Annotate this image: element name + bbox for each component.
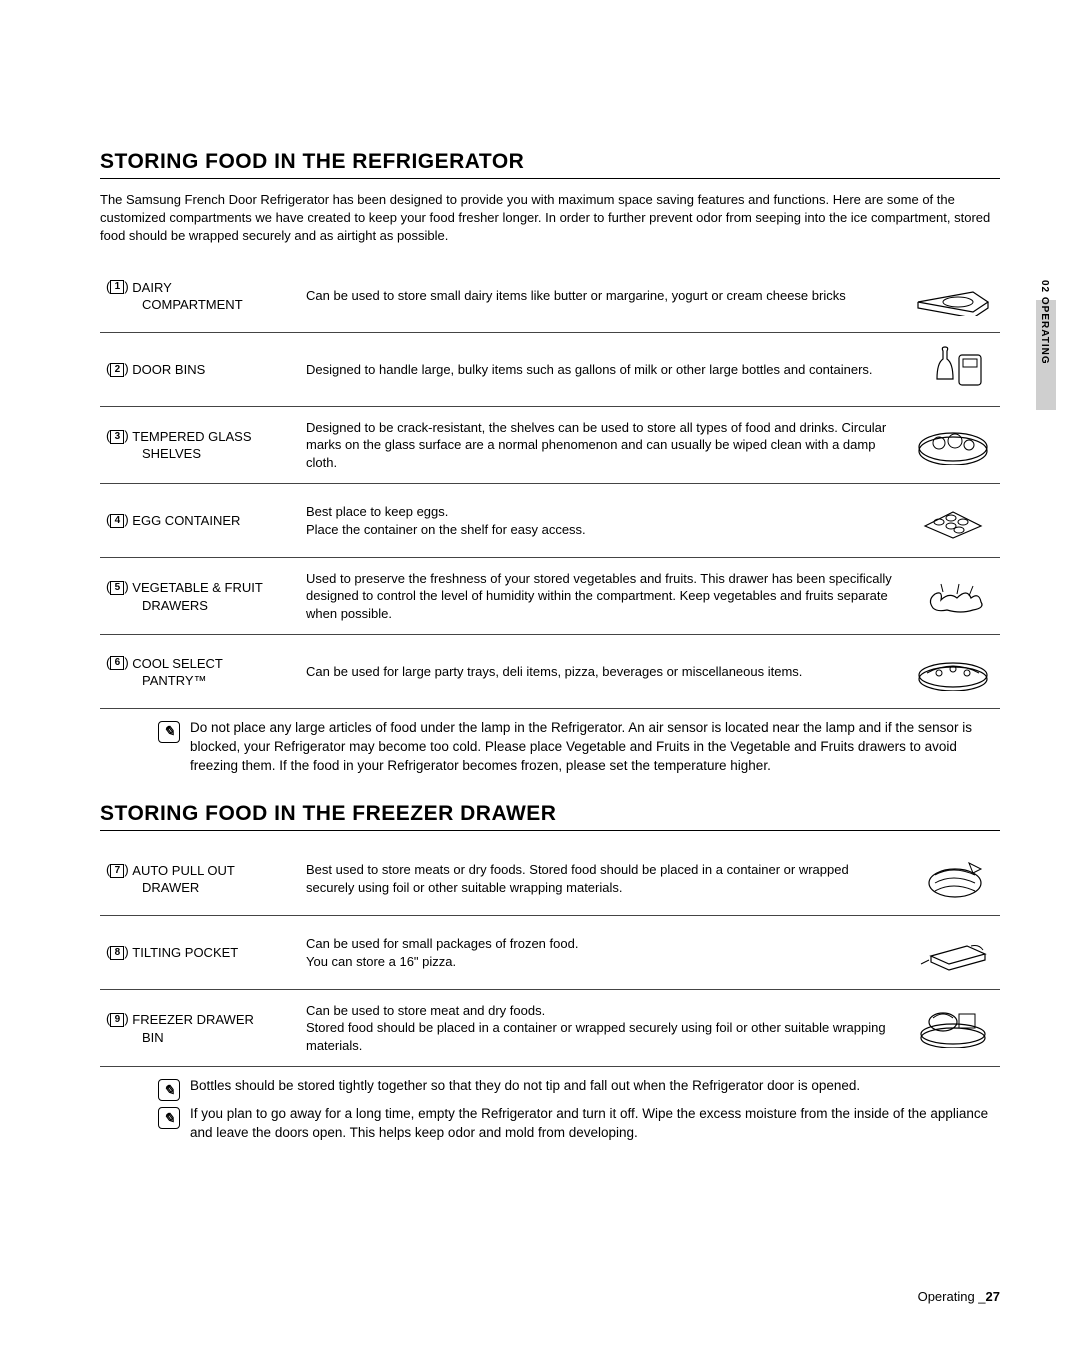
row-number: 4: [110, 514, 124, 528]
table-row: (4) EGG CONTAINER Best place to keep egg…: [100, 484, 1000, 558]
row-number: 9: [110, 1013, 124, 1027]
row-number: 7: [110, 864, 124, 878]
row-number: 6: [110, 656, 124, 670]
row-number: 2: [110, 363, 124, 377]
section2-title: STORING FOOD IN THE FREEZER DRAWER: [100, 802, 1000, 831]
compartment-label: (5) VEGETABLE & FRUITDRAWERS: [100, 557, 300, 635]
row-number: 3: [110, 430, 124, 444]
row-number: 1: [110, 280, 124, 294]
note-icon: ✎: [158, 1107, 180, 1129]
compartment-illustration: [905, 989, 1000, 1067]
compartment-label: (7) AUTO PULL OUTDRAWER: [100, 843, 300, 916]
section1-intro: The Samsung French Door Refrigerator has…: [100, 191, 1000, 246]
compartment-label: (6) COOL SELECTPANTRY™: [100, 635, 300, 709]
section1-note: ✎ Do not place any large articles of foo…: [158, 719, 1000, 776]
compartment-illustration: [905, 843, 1000, 916]
compartment-label: (2) DOOR BINS: [100, 333, 300, 407]
compartment-description: Used to preserve the freshness of your s…: [300, 557, 905, 635]
table-row: (6) COOL SELECTPANTRY™ Can be used for l…: [100, 635, 1000, 709]
footer-label: Operating _: [918, 1289, 986, 1304]
compartment-label: (9) FREEZER DRAWERBIN: [100, 989, 300, 1067]
table-row: (5) VEGETABLE & FRUITDRAWERS Used to pre…: [100, 557, 1000, 635]
table-row: (8) TILTING POCKET Can be used for small…: [100, 916, 1000, 990]
compartment-description: Best used to store meats or dry foods. S…: [300, 843, 905, 916]
note-text: Bottles should be stored tightly togethe…: [190, 1077, 860, 1101]
compartment-illustration: [905, 333, 1000, 407]
compartment-description: Can be used to store small dairy items l…: [300, 260, 905, 333]
table-row: (1) DAIRYCOMPARTMENT Can be used to stor…: [100, 260, 1000, 333]
compartment-description: Can be used to store meat and dry foods.…: [300, 989, 905, 1067]
row-number: 5: [110, 581, 124, 595]
page-number: 27: [986, 1289, 1000, 1304]
section2-note1: ✎ Bottles should be stored tightly toget…: [158, 1077, 1000, 1101]
compartment-label: (1) DAIRYCOMPARTMENT: [100, 260, 300, 333]
table-row: (2) DOOR BINS Designed to handle large, …: [100, 333, 1000, 407]
compartment-label: (8) TILTING POCKET: [100, 916, 300, 990]
section1-title: STORING FOOD IN THE REFRIGERATOR: [100, 150, 1000, 179]
freezer-compartments-table: (7) AUTO PULL OUTDRAWER Best used to sto…: [100, 843, 1000, 1068]
note-icon: ✎: [158, 1079, 180, 1101]
compartment-description: Best place to keep eggs.Place the contai…: [300, 484, 905, 558]
compartment-illustration: [905, 484, 1000, 558]
compartment-description: Can be used for large party trays, deli …: [300, 635, 905, 709]
table-row: (7) AUTO PULL OUTDRAWER Best used to sto…: [100, 843, 1000, 916]
compartment-description: Can be used for small packages of frozen…: [300, 916, 905, 990]
compartment-illustration: [905, 635, 1000, 709]
refrigerator-compartments-table: (1) DAIRYCOMPARTMENT Can be used to stor…: [100, 260, 1000, 709]
table-row: (3) TEMPERED GLASSSHELVES Designed to be…: [100, 406, 1000, 484]
note-text: If you plan to go away for a long time, …: [190, 1105, 1000, 1143]
note-text: Do not place any large articles of food …: [190, 719, 1000, 776]
page-footer: Operating _27: [918, 1289, 1000, 1304]
compartment-illustration: [905, 260, 1000, 333]
table-row: (9) FREEZER DRAWERBIN Can be used to sto…: [100, 989, 1000, 1067]
compartment-label: (4) EGG CONTAINER: [100, 484, 300, 558]
note-icon: ✎: [158, 721, 180, 743]
side-chapter-label: 02 OPERATING: [1039, 280, 1050, 365]
compartment-illustration: [905, 916, 1000, 990]
section2-note2: ✎ If you plan to go away for a long time…: [158, 1105, 1000, 1143]
compartment-label: (3) TEMPERED GLASSSHELVES: [100, 406, 300, 484]
compartment-description: Designed to be crack-resistant, the shel…: [300, 406, 905, 484]
compartment-description: Designed to handle large, bulky items su…: [300, 333, 905, 407]
row-number: 8: [110, 946, 124, 960]
compartment-illustration: [905, 406, 1000, 484]
compartment-illustration: [905, 557, 1000, 635]
